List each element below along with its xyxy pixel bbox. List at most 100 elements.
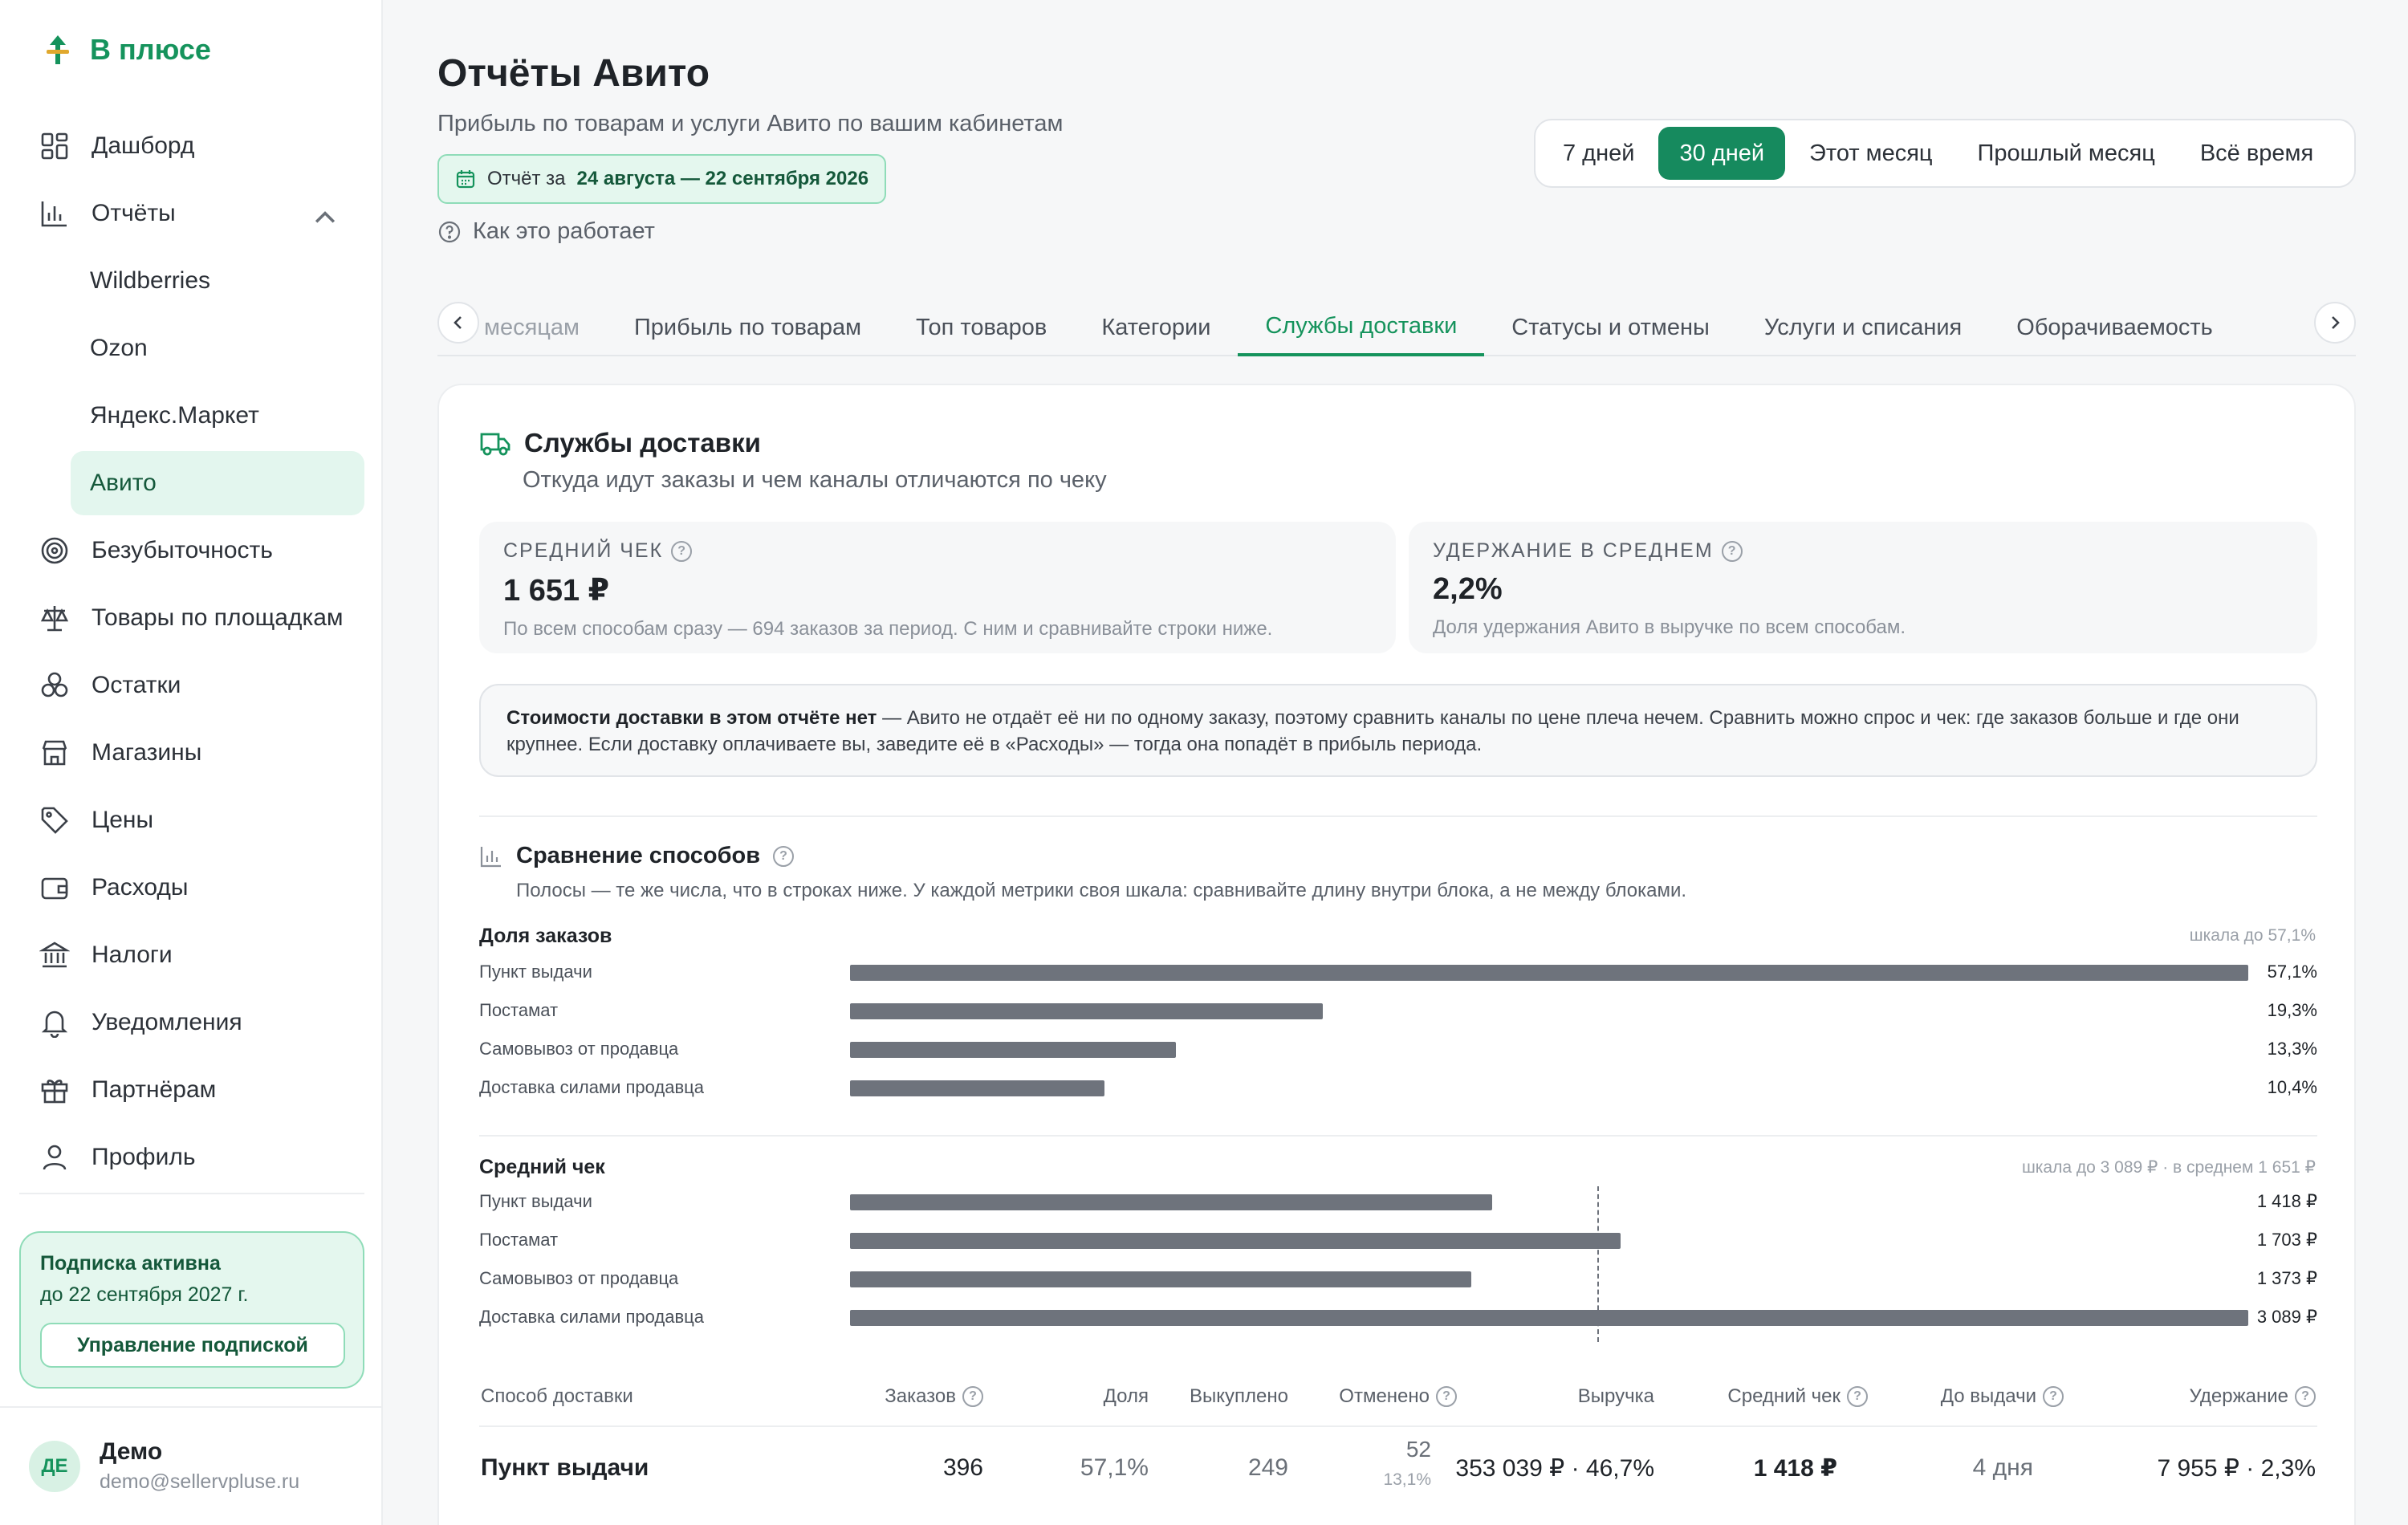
nav-label: Расходы [92,874,189,901]
nav-item-breakeven[interactable]: Безубыточность [19,518,364,583]
bar-value: 3 089 ₽ [2256,1307,2317,1327]
nav-item-products-by-platform[interactable]: Товары по площадкам [19,586,364,650]
bar-label: Доставка силами продавца [479,1307,704,1327]
bar-value: 19,3% [2267,1000,2317,1020]
help-icon[interactable]: ? [2295,1386,2316,1407]
tab-delivery-services[interactable]: Службы доставки [1238,299,1485,356]
chevron-up-icon[interactable] [310,202,340,233]
help-icon[interactable]: ? [671,540,693,562]
cell-revenue: 353 039 ₽ · 46,7% [1455,1455,1654,1482]
chevron-right-icon [2332,316,2340,329]
nav-item-profile[interactable]: Профиль [19,1125,364,1190]
comparison-subtitle: Полосы — те же числа, что в строках ниже… [516,880,1687,901]
col-orders[interactable]: Заказов? [885,1385,983,1408]
nav-label: Авито [90,470,157,496]
bar-row: Доставка силами продавца 3 089 ₽ [479,1305,2317,1329]
nav-label: Профиль [92,1144,196,1170]
help-icon[interactable]: ? [962,1386,983,1407]
nav-item-avito[interactable]: Авито [71,451,364,515]
tab-by-months[interactable]: месяцам [484,314,580,340]
notice-bold: Стоимости доставки в этом отчёте нет [506,707,877,729]
tab-categories[interactable]: Категории [1101,314,1211,340]
period-all-time[interactable]: Всё время [2199,140,2314,166]
col-label: Доля [1103,1385,1149,1407]
page-subtitle: Прибыль по товарам и услуги Авито по ваш… [437,111,1064,136]
col-avg-check[interactable]: Средний чек? [1727,1385,1868,1408]
tab-top-products[interactable]: Топ товаров [916,314,1047,340]
help-icon[interactable]: ? [1436,1386,1457,1407]
nav-item-wildberries[interactable]: Wildberries [19,249,364,313]
stat-value: 1 651 ₽ [503,574,610,608]
nav-item-yandex-market[interactable]: Яндекс.Маркет [19,384,364,448]
bar-value: 13,3% [2267,1039,2317,1059]
nav-item-dashboard[interactable]: Дашборд [19,114,364,178]
col-cancelled[interactable]: Отменено? [1339,1385,1457,1408]
col-to-delivery[interactable]: До выдачи? [1941,1385,2064,1408]
how-it-works-link[interactable]: Как это работает [437,218,655,245]
col-bought[interactable]: Выкуплено [1190,1385,1288,1408]
col-label: Удержание [2189,1385,2288,1407]
period-30-days[interactable]: 30 дней [1658,127,1786,180]
user-name: Демо [100,1438,163,1465]
nav-item-prices[interactable]: Цены [19,788,364,852]
share-block-scale: шкала до 57,1% [2189,926,2316,945]
nav-item-partners[interactable]: Партнёрам [19,1058,364,1122]
help-icon[interactable]: ? [1721,540,1743,562]
nav-item-taxes[interactable]: Налоги [19,923,364,987]
logo-icon [47,35,69,64]
nav-item-notifications[interactable]: Уведомления [19,990,364,1055]
stat-note: По всем способам сразу — 694 заказов за … [503,618,1273,640]
col-label: Средний чек [1727,1385,1841,1407]
nav-label: Остатки [92,672,181,698]
col-revenue[interactable]: Выручка [1578,1385,1654,1408]
help-icon[interactable]: ? [773,845,795,867]
comparison-title: Сравнение способов [516,843,761,868]
period-last-month[interactable]: Прошлый месяц [1977,140,2155,166]
bar-row: Пункт выдачи 1 418 ₽ [479,1190,2317,1214]
period-this-month[interactable]: Этот месяц [1809,140,1933,166]
bar-fill [850,965,2248,981]
user-menu[interactable]: ДЕ Демо demo@sellervpluse.ru [29,1438,299,1494]
table-row[interactable]: Пункт выдачи 396 57,1% 249 52 13,1% 353 … [479,1429,2317,1506]
bar-label: Самовывоз от продавца [479,1268,679,1288]
chevron-left-icon [454,316,462,329]
period-7-days[interactable]: 7 дней [1563,140,1635,166]
nav-item-stores[interactable]: Магазины [19,721,364,785]
bar-row: Самовывоз от продавца 1 373 ₽ [479,1267,2317,1291]
bar-label: Постамат [479,1000,559,1020]
col-label: Выкуплено [1190,1385,1288,1407]
section-subtitle: Откуда идут заказы и чем каналы отличают… [523,467,1107,493]
stat-avg-retention: УДЕРЖАНИЕ В СРЕДНЕМ? 2,2% Доля удержания… [1409,522,2317,653]
tabs-scroll-left[interactable] [437,302,479,344]
bar-row: Постамат 19,3% [479,998,2317,1023]
divider [479,815,2317,817]
target-icon [39,535,71,567]
help-icon[interactable]: ? [1847,1386,1868,1407]
help-icon[interactable]: ? [2043,1386,2064,1407]
tab-turnover[interactable]: Оборачиваемость [2016,314,2213,340]
nav-item-ozon[interactable]: Ozon [19,316,364,380]
stat-value: 2,2% [1433,572,1503,606]
notice-text: — Авито не отдаёт её ни по одному заказу… [506,707,2239,755]
col-retention[interactable]: Удержание? [2190,1385,2316,1408]
nav-label: Ozon [90,335,148,361]
tabs-scroll-right[interactable] [2314,302,2356,344]
brand[interactable]: В плюсе [40,32,211,67]
nav-item-reports[interactable]: Отчёты [19,181,364,246]
section-title: Службы доставки [524,428,761,458]
bar-row: Пункт выдачи 57,1% [479,960,2317,984]
tab-statuses-cancellations[interactable]: Статусы и отмены [1511,314,1710,340]
col-share[interactable]: Доля [1104,1385,1149,1408]
sidebar-divider [0,1406,383,1408]
manage-subscription-button[interactable]: Управление подпиской [40,1323,345,1368]
tab-services-writeoffs[interactable]: Услуги и списания [1763,314,1963,340]
nav-item-expenses[interactable]: Расходы [19,856,364,920]
subscription-until: до 22 сентября 2027 г. [40,1283,249,1306]
subscription-status: Подписка активна [40,1252,221,1275]
tab-profit-by-products[interactable]: Прибыль по товарам [633,314,862,340]
nav-item-stock[interactable]: Остатки [19,653,364,718]
bar-label: Пункт выдачи [479,962,592,982]
nav-label: Дашборд [92,132,195,159]
user-icon [39,1141,71,1173]
col-method[interactable]: Способ доставки [481,1385,633,1408]
